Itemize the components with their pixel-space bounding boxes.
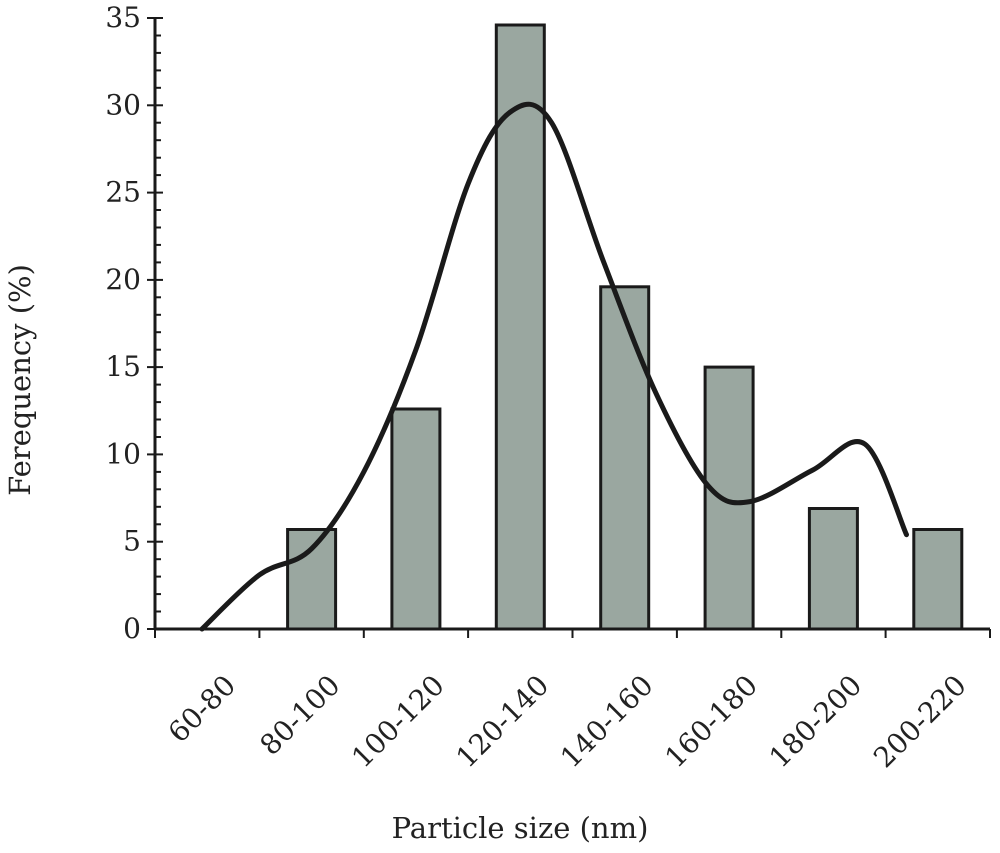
bar-120-140 — [494, 23, 546, 631]
x-tick-label: 120-140 — [450, 669, 556, 775]
y-tick-label: 15 — [105, 350, 141, 383]
y-tick-label: 5 — [123, 525, 141, 558]
x-tick-label: 160-180 — [658, 669, 764, 775]
y-axis-title: Ferequency (%) — [3, 264, 37, 496]
y-tick-label: 35 — [105, 1, 141, 34]
y-tick-label: 20 — [105, 263, 141, 296]
x-tick-label: 60-80 — [162, 669, 242, 749]
y-tick-label: 30 — [105, 88, 141, 121]
axes-layer — [153, 18, 990, 631]
bar-160-180 — [703, 365, 755, 631]
bar-100-120 — [390, 407, 442, 631]
y-tick-label: 10 — [105, 437, 141, 470]
x-ticks-layer: 60-80 80-100100-120120-140140-160160-1801… — [154, 629, 991, 775]
x-tick-label: 140-160 — [554, 669, 660, 775]
bars-layer — [286, 23, 964, 631]
y-ticks-layer: 0 5 10 15 20 25 30 35 — [105, 1, 163, 645]
x-tick-label: 100-120 — [345, 669, 451, 775]
y-tick-label: 0 — [123, 612, 141, 645]
x-tick-label: 200-220 — [867, 669, 973, 775]
bar-180-200 — [807, 507, 859, 631]
y-tick-label: 25 — [105, 176, 141, 209]
distribution-curve — [199, 101, 909, 632]
x-tick-label: 80-100 — [254, 669, 347, 762]
bar-140-160 — [599, 285, 651, 631]
x-tick-label: 180-200 — [763, 669, 869, 775]
bar-200-220 — [912, 528, 964, 631]
x-axis-title: Particle size (nm) — [392, 811, 649, 845]
bar-80-100 — [286, 528, 338, 631]
